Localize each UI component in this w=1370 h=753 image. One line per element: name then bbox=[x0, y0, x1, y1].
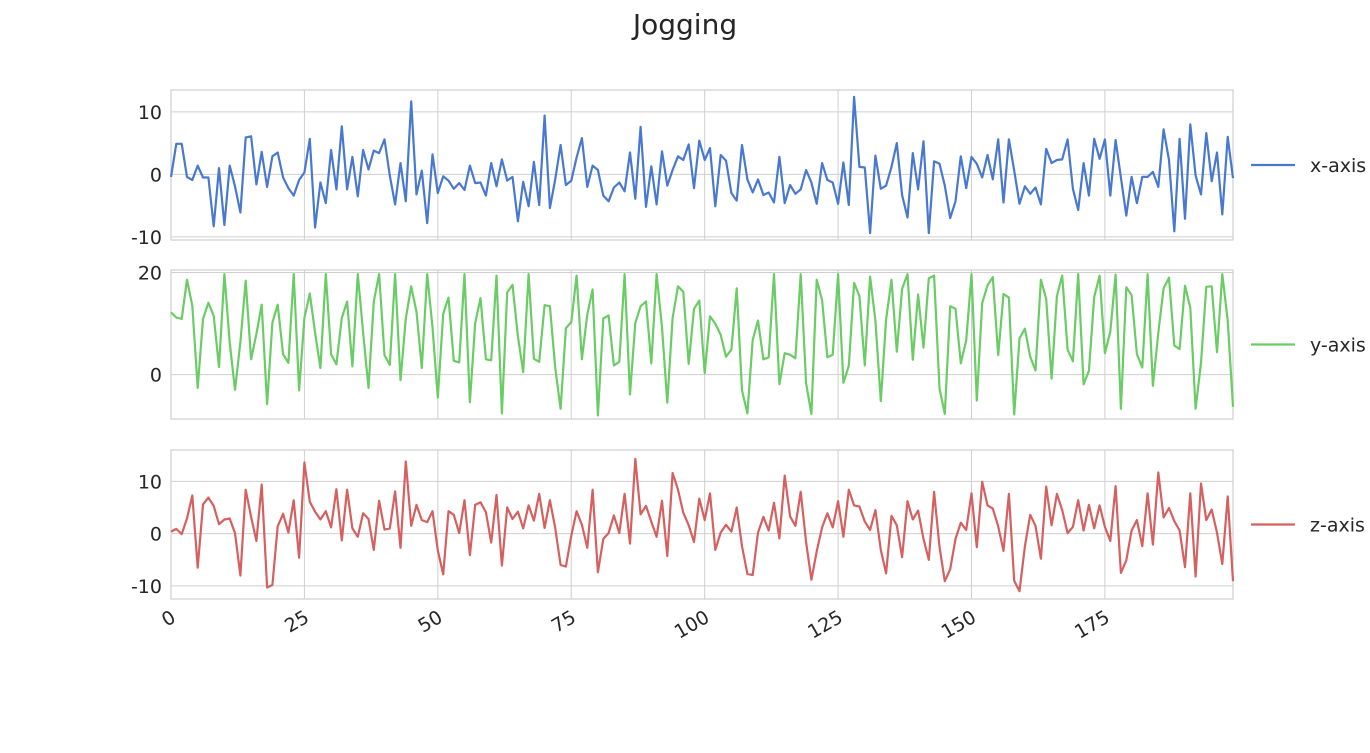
x-tick-label: 25 bbox=[281, 606, 313, 637]
panel-frame bbox=[170, 269, 1234, 420]
series-line-z-axis bbox=[170, 457, 1235, 593]
legend-label: y-axis bbox=[1310, 335, 1366, 357]
y-tick-label: -10 bbox=[131, 576, 162, 598]
series-line-y-axis bbox=[170, 273, 1235, 417]
legend-label: z-axis bbox=[1310, 515, 1365, 537]
y-tick-label: -10 bbox=[131, 227, 162, 249]
y-tick-label: 10 bbox=[138, 102, 162, 124]
x-tick-label: 50 bbox=[414, 606, 446, 637]
series-line-x-axis bbox=[169, 95, 1235, 235]
panel-frame bbox=[170, 89, 1234, 241]
x-tick-label: 75 bbox=[548, 606, 580, 637]
x-tick-label: 0 bbox=[158, 606, 179, 631]
chart-title: Jogging bbox=[632, 8, 738, 41]
y-tick-label: 0 bbox=[150, 524, 162, 546]
panel-frame bbox=[170, 449, 1234, 600]
y-tick-label: 20 bbox=[138, 263, 162, 285]
legend-label: x-axis bbox=[1310, 155, 1366, 177]
y-tick-label: 10 bbox=[138, 471, 162, 493]
x-tick-label: 125 bbox=[804, 606, 846, 643]
y-tick-label: 0 bbox=[150, 365, 162, 387]
x-tick-label: 150 bbox=[938, 606, 980, 643]
y-tick-label: 0 bbox=[150, 164, 162, 186]
x-tick-label: 175 bbox=[1071, 606, 1113, 643]
x-tick-label: 100 bbox=[671, 606, 713, 643]
